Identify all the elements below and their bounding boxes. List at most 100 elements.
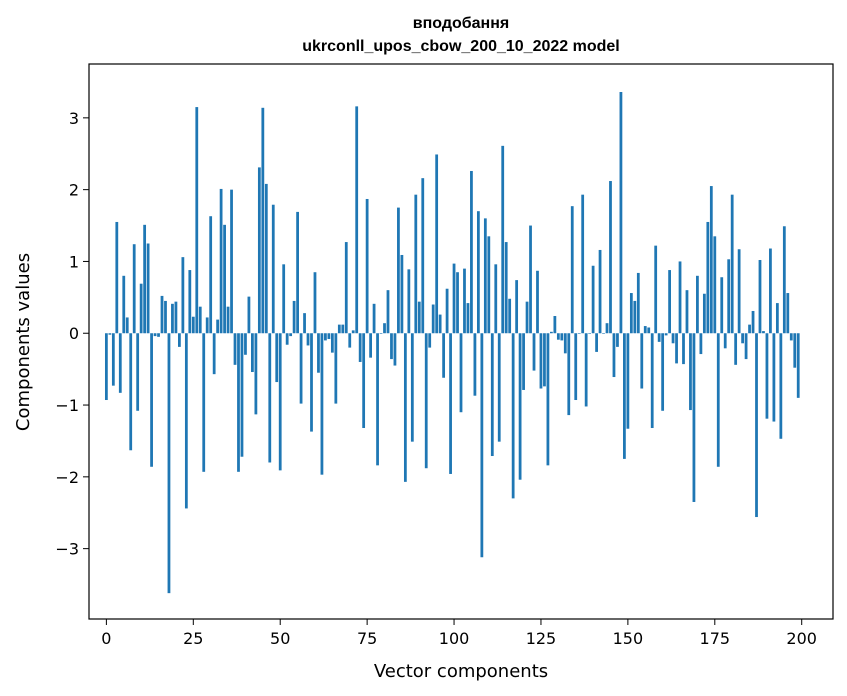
- bar: [452, 263, 456, 334]
- bar: [417, 301, 421, 334]
- bar: [619, 92, 623, 334]
- bar: [223, 224, 226, 334]
- bar: [132, 244, 136, 334]
- bar: [320, 333, 324, 475]
- bar: [508, 298, 512, 334]
- bar: [205, 317, 209, 334]
- bar: [786, 293, 790, 334]
- y-axis-ticks: −3 −2 −1 0 1 2 3: [55, 109, 89, 559]
- bar: [202, 333, 206, 472]
- bar: [376, 333, 379, 466]
- bar: [650, 333, 654, 429]
- x-tick-label: 0: [101, 629, 111, 648]
- bar: [351, 330, 355, 334]
- bar: [779, 333, 783, 439]
- bar: [379, 333, 383, 334]
- bar: [713, 236, 717, 334]
- x-tick-label: 25: [183, 629, 203, 648]
- bar: [362, 333, 366, 429]
- bar: [438, 314, 442, 334]
- bar: [171, 303, 174, 334]
- bar: [716, 333, 720, 467]
- bar: [737, 249, 741, 334]
- bar: [796, 333, 800, 398]
- bar: [591, 265, 595, 334]
- bar: [744, 333, 748, 360]
- bar: [518, 333, 522, 480]
- bar: [240, 333, 244, 457]
- x-tick-label: 75: [357, 629, 377, 648]
- bar: [536, 270, 539, 334]
- bar: [456, 272, 459, 334]
- bar: [431, 304, 435, 334]
- bar: [741, 333, 744, 344]
- y-tick-label: −2: [55, 468, 79, 487]
- plot-frame: [88, 63, 834, 620]
- bar: [459, 333, 463, 413]
- bar: [174, 301, 178, 334]
- bar: [539, 333, 543, 389]
- bar: [358, 333, 362, 362]
- bar: [184, 333, 188, 509]
- bar: [424, 333, 428, 469]
- bar: [696, 275, 699, 334]
- x-tick-label: 125: [526, 629, 557, 648]
- bar: [181, 257, 185, 334]
- bar: [143, 224, 147, 334]
- bar: [605, 323, 609, 334]
- bar: [765, 333, 769, 419]
- bar: [296, 211, 299, 334]
- bar: [139, 283, 143, 334]
- bar: [306, 333, 310, 346]
- bar: [178, 333, 181, 347]
- bar: [282, 264, 286, 334]
- bar: [292, 300, 296, 334]
- bar: [188, 270, 192, 334]
- bar: [466, 303, 470, 334]
- bar: [727, 259, 731, 334]
- bar: [626, 333, 630, 429]
- bar: [414, 194, 418, 334]
- bar: [789, 333, 793, 341]
- bar: [275, 333, 279, 383]
- bar: [762, 331, 765, 334]
- bar: [386, 290, 390, 334]
- bar: [525, 301, 529, 334]
- bar: [136, 333, 140, 411]
- bar: [751, 310, 755, 334]
- bar: [543, 333, 546, 387]
- bar: [501, 145, 505, 334]
- bar: [647, 327, 651, 334]
- bar: [553, 316, 557, 334]
- bar: [588, 333, 592, 334]
- bar: [685, 290, 689, 334]
- bar: [793, 333, 797, 368]
- y-tick-label: −3: [55, 540, 79, 559]
- bar: [702, 293, 706, 334]
- bar: [403, 333, 407, 482]
- x-tick-label: 175: [700, 629, 731, 648]
- bar: [623, 333, 626, 459]
- bar: [125, 317, 129, 334]
- bar: [355, 106, 359, 334]
- bar: [654, 245, 658, 334]
- bar: [671, 333, 675, 344]
- bar: [146, 243, 150, 334]
- bar: [563, 333, 567, 354]
- bar: [407, 269, 411, 334]
- bar: [782, 226, 786, 334]
- bar: [327, 333, 331, 339]
- y-tick-label: 2: [69, 181, 79, 200]
- x-tick-label: 150: [613, 629, 644, 648]
- bar: [421, 178, 425, 334]
- bar: [633, 300, 637, 334]
- bar: [278, 333, 282, 471]
- bar: [237, 333, 240, 472]
- bar: [463, 268, 466, 334]
- bar: [310, 333, 313, 432]
- bar: [372, 303, 376, 334]
- bar: [598, 249, 602, 334]
- bar: [383, 323, 386, 334]
- bar: [195, 107, 199, 334]
